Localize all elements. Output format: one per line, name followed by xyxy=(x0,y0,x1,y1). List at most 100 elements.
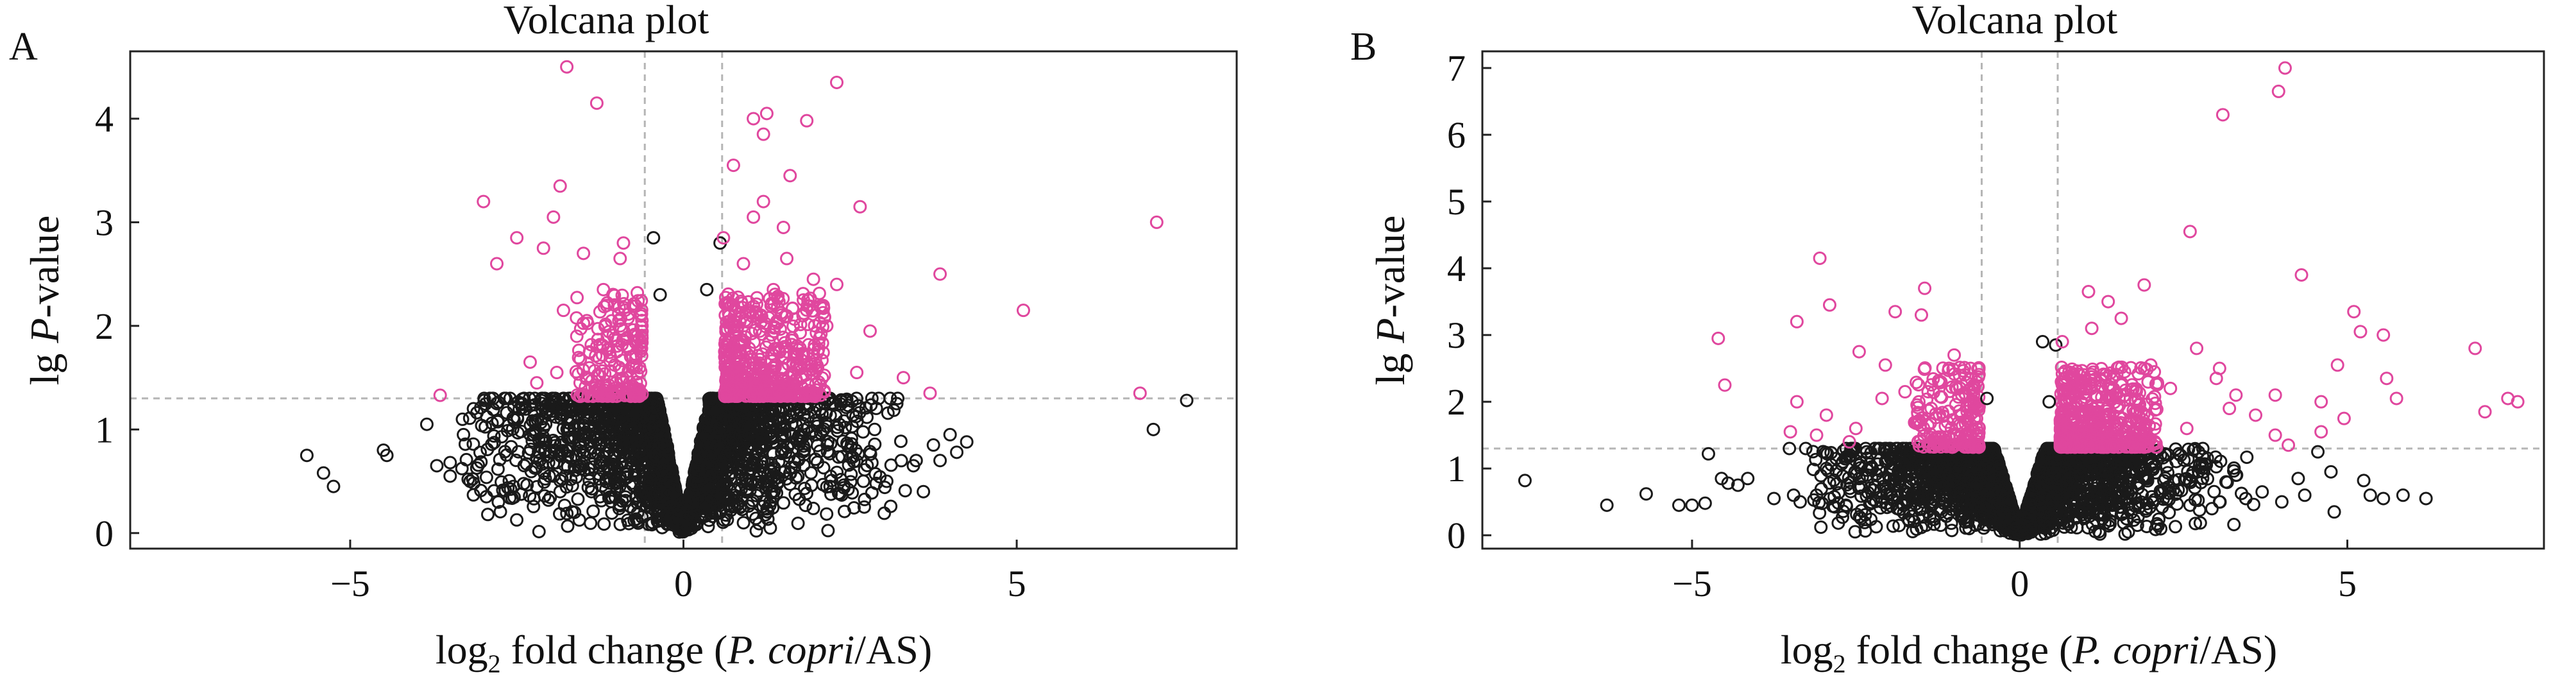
gene-point-significant xyxy=(556,304,570,318)
cluster-point xyxy=(817,310,831,324)
gene-point-significant xyxy=(606,287,620,302)
cluster-point xyxy=(747,356,761,370)
cloud-point xyxy=(1806,445,1820,459)
gene-point-significant xyxy=(433,388,447,402)
cluster-point xyxy=(634,307,648,321)
gene-point-significant xyxy=(1016,304,1030,318)
gene-point-significant xyxy=(747,112,761,126)
gene-point-significant xyxy=(780,252,794,266)
cluster-point xyxy=(582,361,597,375)
x-axis-label: log2 fold change (P. copri/AS) xyxy=(436,626,932,679)
gene-point-significant xyxy=(536,241,550,255)
cluster-point xyxy=(570,291,584,305)
cloud-point xyxy=(597,517,611,531)
cloud-point xyxy=(605,506,619,520)
cloud-point xyxy=(755,455,769,469)
cluster-point xyxy=(780,309,794,323)
cloud-point xyxy=(538,445,552,459)
cloud-point xyxy=(532,525,546,538)
cloud-point xyxy=(704,494,718,508)
cluster-point xyxy=(807,342,821,355)
cluster-point xyxy=(790,348,804,362)
cluster-point xyxy=(633,376,647,390)
cloud-point xyxy=(660,439,674,453)
cloud-point xyxy=(857,500,871,514)
cloud-point xyxy=(722,415,736,429)
gene-point-significant xyxy=(477,194,491,209)
gene-point-not-significant xyxy=(879,474,894,488)
cloud-point xyxy=(771,475,785,489)
cloud-point xyxy=(839,400,853,415)
gene-point-significant xyxy=(610,345,624,359)
cloud-point xyxy=(493,505,507,518)
cloud-point xyxy=(655,439,669,453)
gene-point-significant xyxy=(547,210,561,224)
gene-point-significant xyxy=(600,381,614,395)
cluster-point xyxy=(765,296,779,311)
cloud-point xyxy=(806,501,820,515)
cluster-point xyxy=(796,369,809,383)
cluster-point xyxy=(764,370,777,384)
cluster-point xyxy=(796,287,810,301)
gene-point-significant xyxy=(589,96,604,110)
cloud-point xyxy=(648,472,662,485)
cloud-point xyxy=(842,458,856,472)
cloud-point xyxy=(835,488,849,502)
cloud-point xyxy=(546,434,560,447)
cloud-point xyxy=(479,470,493,484)
cluster-point xyxy=(782,376,795,390)
gene-point-not-significant xyxy=(503,391,517,406)
cluster-point xyxy=(759,388,773,402)
cluster-point xyxy=(759,340,773,354)
gene-point-not-significant xyxy=(943,427,957,441)
y-tick-label: 2 xyxy=(95,305,114,347)
cloud-point xyxy=(717,446,731,460)
x-label-end: /AS) xyxy=(854,627,933,672)
gene-point-significant xyxy=(896,371,910,385)
cloud-point xyxy=(477,393,491,407)
cluster-point xyxy=(721,370,735,384)
cloud-point xyxy=(766,490,780,504)
gene-point-significant xyxy=(797,293,811,307)
gene-point-significant xyxy=(1133,386,1147,400)
cloud-point xyxy=(735,472,749,486)
cluster-point xyxy=(786,319,801,333)
cloud-point xyxy=(622,420,636,434)
x-label-log: log xyxy=(435,627,488,672)
gene-point-not-significant xyxy=(553,484,567,499)
gene-point-significant xyxy=(830,277,844,291)
cloud-point xyxy=(634,441,648,455)
cloud-point xyxy=(510,513,524,527)
gene-point-not-significant xyxy=(856,474,870,488)
gene-point-significant xyxy=(767,282,781,296)
gene-point-not-significant xyxy=(490,397,504,411)
cloud-point xyxy=(613,517,627,531)
cloud-point xyxy=(645,422,659,436)
cloud-point xyxy=(746,409,760,423)
cloud-point xyxy=(1831,516,1845,530)
gene-point-significant xyxy=(550,366,564,380)
gene-point-not-significant xyxy=(906,459,920,473)
cluster-point xyxy=(719,361,733,375)
cloud-point xyxy=(582,461,595,475)
cloud-point xyxy=(568,506,582,519)
cluster-point xyxy=(812,286,826,300)
cloud-point xyxy=(823,408,837,422)
plot-title: Volcana plot xyxy=(1911,0,2118,42)
x-label-subscript: 2 xyxy=(487,649,501,678)
y-tick-label: 1 xyxy=(95,409,114,450)
cloud-point xyxy=(684,496,698,510)
cluster-point xyxy=(817,368,831,382)
gene-point-significant xyxy=(613,319,627,333)
cluster-point xyxy=(629,352,643,366)
cluster-point xyxy=(749,382,763,396)
x-tick-label: 0 xyxy=(674,563,693,604)
cloud-point xyxy=(2240,450,2254,465)
cloud-point xyxy=(507,413,521,427)
cloud-point xyxy=(672,501,686,515)
cloud-point xyxy=(1848,525,1862,539)
cloud-point xyxy=(2196,471,2210,485)
cloud-point xyxy=(779,472,793,486)
cluster-point xyxy=(790,339,804,353)
